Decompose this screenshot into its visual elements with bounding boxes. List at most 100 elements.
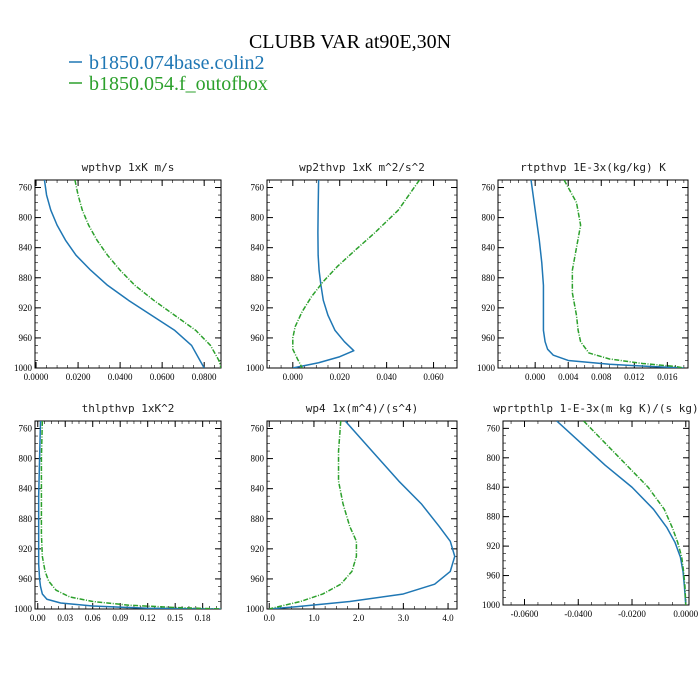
series-line-2 [40, 421, 221, 609]
y-tick-label: 760 [19, 183, 33, 193]
panel-4: thlpthvp 1xK^2 0.00 0.03 0.06 0.09 0.12 0.15 0.… [14, 402, 222, 623]
x-tick-label: 0.06 [85, 613, 101, 623]
y-tick-label: 840 [482, 243, 496, 253]
x-tick-label: 0.040 [377, 372, 398, 382]
x-tick-label: 0.00 [30, 613, 46, 623]
y-tick-label: 760 [251, 424, 265, 434]
y-tick-label: 920 [251, 544, 265, 554]
y-tick-label: 920 [487, 541, 501, 551]
y-tick-label: 920 [251, 303, 265, 313]
panel-1: wpthvp 1xK m/s 0.0000 0.0200 0.0400 0.0600 0.… [14, 161, 222, 382]
y-tick-label: 840 [19, 243, 33, 253]
y-tick-label: 880 [251, 273, 265, 283]
x-tick-label: 0.0400 [108, 372, 133, 382]
series-line-1 [292, 180, 355, 368]
x-tick-label: 0.0600 [150, 372, 175, 382]
y-tick-label: 800 [251, 454, 265, 464]
y-tick-label: 760 [482, 183, 496, 193]
y-tick-label: 1000 [14, 363, 33, 373]
y-tick-label: 920 [19, 303, 33, 313]
series-line-1 [269, 421, 456, 609]
y-tick-label: 800 [251, 213, 265, 223]
y-tick-label: 880 [487, 512, 501, 522]
x-tick-label: 0.0200 [66, 372, 91, 382]
x-tick-label: 0.15 [167, 613, 183, 623]
y-tick-label: 760 [19, 424, 33, 434]
y-tick-label: 800 [487, 453, 501, 463]
x-tick-label: 0.12 [140, 613, 156, 623]
y-tick-label: 960 [482, 333, 496, 343]
panel-title: wp4 1x(m^4)/(s^4) [306, 402, 419, 415]
x-tick-label: 0.016 [657, 372, 678, 382]
y-tick-label: 800 [19, 454, 33, 464]
x-tick-label: 0.0000 [24, 372, 49, 382]
panel-title: wp2thvp 1xK m^2/s^2 [299, 161, 425, 174]
plot-frame [497, 179, 689, 369]
y-tick-label: 1000 [482, 600, 501, 610]
y-tick-label: 1000 [246, 363, 265, 373]
y-tick-label: 800 [19, 213, 33, 223]
x-tick-label: 0.012 [624, 372, 644, 382]
y-tick-label: 760 [251, 183, 265, 193]
panel-title: rtpthvp 1E-3x(kg/kg) K [520, 161, 666, 174]
y-tick-label: 1000 [477, 363, 496, 373]
x-tick-label: -0.0400 [564, 609, 592, 619]
y-tick-label: 1000 [14, 604, 33, 614]
y-tick-label: 920 [482, 303, 496, 313]
x-tick-label: 0.0 [264, 613, 276, 623]
y-tick-label: 960 [19, 333, 33, 343]
y-tick-label: 880 [19, 514, 33, 524]
x-tick-label: 0.060 [423, 372, 444, 382]
x-tick-label: 0.000 [525, 372, 546, 382]
x-tick-label: 0.0000 [673, 609, 698, 619]
y-tick-label: 960 [251, 574, 265, 584]
series-line-1 [43, 180, 205, 368]
series-line-2 [74, 180, 221, 368]
legend-label-1: b1850.074base.colin2 [89, 52, 265, 74]
series-line-2 [583, 421, 687, 605]
y-tick-label: 880 [251, 514, 265, 524]
plot-frame [266, 179, 458, 369]
x-tick-label: 0.004 [558, 372, 579, 382]
y-tick-label: 1000 [246, 604, 265, 614]
y-tick-label: 920 [19, 544, 33, 554]
y-tick-label: 960 [19, 574, 33, 584]
series-line-1 [37, 421, 221, 609]
panel-3: rtpthvp 1E-3x(kg/kg) K 0.000 0.004 0.008 0.0… [477, 161, 689, 382]
x-tick-label: -0.0200 [618, 609, 646, 619]
y-tick-label: 960 [251, 333, 265, 343]
x-tick-label: 0.020 [330, 372, 351, 382]
x-tick-label: 0.09 [112, 613, 128, 623]
x-tick-label: 0.000 [283, 372, 304, 382]
y-tick-label: 840 [251, 484, 265, 494]
series-line-1 [530, 180, 684, 368]
panel-title: wprtpthlp 1-E-3x(m kg K)/(s kg) [493, 402, 698, 415]
plot-frame [34, 420, 222, 610]
x-tick-label: 4.0 [442, 613, 454, 623]
x-tick-label: 0.03 [57, 613, 73, 623]
panel-5: wp4 1x(m^4)/(s^4) 0.0 1.0 2.0 3.0 4.0 760 800 84… [246, 402, 458, 623]
x-tick-label: 3.0 [398, 613, 410, 623]
y-tick-label: 880 [482, 273, 496, 283]
y-tick-label: 840 [487, 482, 501, 492]
x-tick-label: 1.0 [308, 613, 320, 623]
plot-frame [34, 179, 222, 369]
x-tick-label: -0.0600 [511, 609, 539, 619]
panel-title: wpthvp 1xK m/s [82, 161, 175, 174]
y-tick-label: 760 [487, 423, 501, 433]
legend: b1850.074base.colin2 b1850.054.f_outofbo… [69, 52, 268, 95]
series-line-2 [292, 180, 421, 368]
panel-2: wp2thvp 1xK m^2/s^2 0.000 0.020 0.040 0.060 7… [246, 161, 458, 382]
x-tick-label: 2.0 [353, 613, 365, 623]
plot-frame [502, 420, 690, 606]
y-tick-label: 880 [19, 273, 33, 283]
y-tick-label: 840 [251, 243, 265, 253]
series-line-2 [269, 421, 358, 609]
figure-title: CLUBB VAR at90E,30N [249, 31, 451, 53]
x-tick-label: 0.18 [195, 613, 211, 623]
panel-title: thlpthvp 1xK^2 [82, 402, 175, 415]
x-tick-label: 0.0800 [192, 372, 217, 382]
x-tick-label: 0.008 [591, 372, 612, 382]
y-tick-label: 800 [482, 213, 496, 223]
